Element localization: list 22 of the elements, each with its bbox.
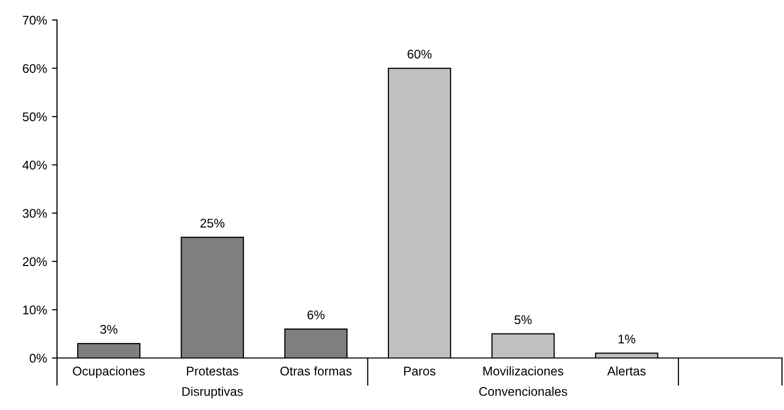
data-label: 1% xyxy=(618,334,636,344)
data-label: 6% xyxy=(308,310,325,320)
x-tick-label: Movilizaciones xyxy=(483,366,564,376)
y-tick-label: 70% xyxy=(22,16,47,25)
data-label: 3% xyxy=(100,324,118,334)
y-tick-label: 60% xyxy=(22,64,47,73)
y-tick-label: 0% xyxy=(30,354,47,363)
y-tick-label: 20% xyxy=(22,257,47,266)
x-tick-label: Ocupaciones xyxy=(72,366,145,378)
x-tick-label: Alertas xyxy=(607,366,646,376)
y-tick-label: 40% xyxy=(22,160,47,170)
y-tick-label: 10% xyxy=(23,306,47,314)
text: Convencionales xyxy=(479,386,568,396)
y-tick-label: 30% xyxy=(22,208,47,218)
text: Disruptivas xyxy=(182,386,243,398)
y-tick-label: 50% xyxy=(22,112,47,122)
x-tick-label: Protestas xyxy=(186,366,238,376)
x-tick-label: Paros xyxy=(404,366,436,376)
data-label: 25% xyxy=(200,218,224,228)
x-tick-label: Otras formas xyxy=(280,366,352,376)
data-label: 60% xyxy=(408,50,432,59)
data-label: 5% xyxy=(514,315,532,324)
